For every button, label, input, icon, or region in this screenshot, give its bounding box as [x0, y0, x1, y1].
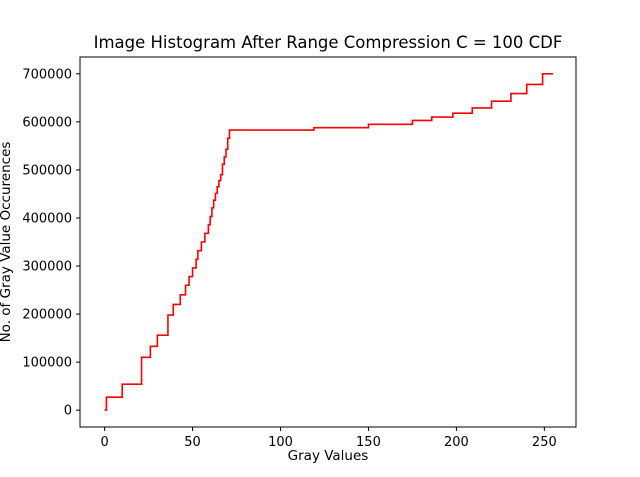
- y-tick-label: 500000: [22, 163, 72, 178]
- x-tick-label: 100: [268, 435, 293, 450]
- chart-title: Image Histogram After Range Compression …: [94, 33, 563, 52]
- x-tick-label: 0: [100, 435, 108, 450]
- y-tick-label: 600000: [22, 115, 72, 130]
- x-tick-label: 200: [444, 435, 469, 450]
- x-tick-label: 50: [184, 435, 201, 450]
- axes-frame: [79, 56, 577, 428]
- y-tick-label: 300000: [22, 260, 72, 275]
- x-axis-label: Gray Values: [288, 448, 369, 464]
- y-tick-label: 200000: [22, 308, 72, 323]
- x-tick-label: 250: [532, 435, 557, 450]
- y-tick-label: 0: [64, 404, 72, 419]
- x-tick-label: 150: [356, 435, 381, 450]
- y-tick-label: 100000: [22, 356, 72, 371]
- y-tick-label: 400000: [22, 211, 72, 226]
- y-tick-label: 700000: [22, 67, 72, 82]
- cdf-series-line: [104, 73, 554, 411]
- y-axis-label: No. of Gray Value Occurences: [0, 142, 14, 343]
